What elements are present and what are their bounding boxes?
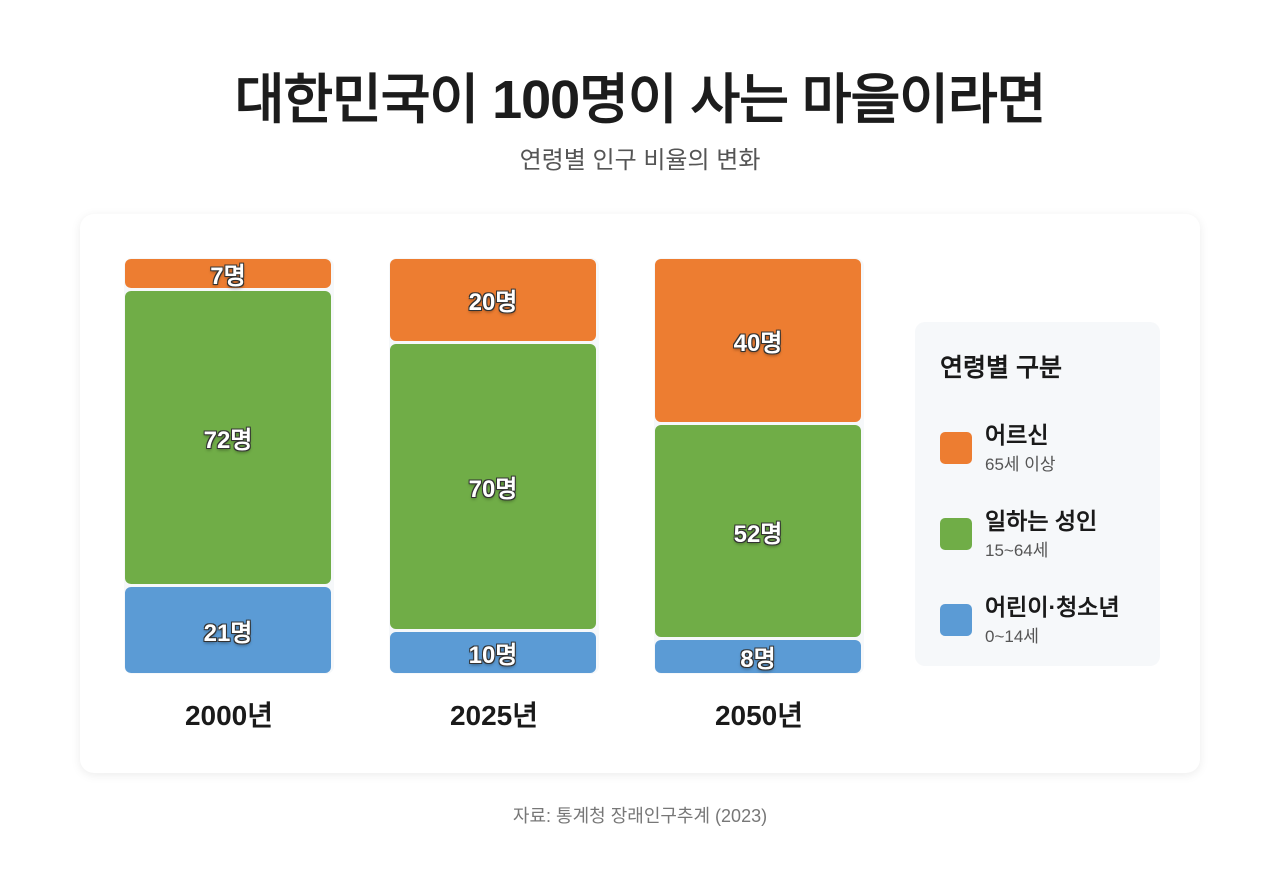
page-title: 대한민국이 100명이 사는 마을이라면 [234,70,1047,130]
bar-segment-working-2: 52명 [655,425,861,638]
x-tick-label-1: 2025년 [449,700,539,731]
bar-segment-working-0: 72명 [125,290,331,585]
bar-segment-youth-2: 8명 [655,640,861,673]
legend-range-working: 15~64세 [985,541,1049,560]
legend-item-elderly: 어르신 65세 이상 [940,422,1155,478]
data-label-elderly-0: 7명 [210,262,246,290]
data-label-working-1: 70명 [468,475,518,503]
source-note: 자료: 통계청 장래인구추계 (2023) [512,806,768,826]
data-label-youth-1: 10명 [468,642,518,670]
bar-segment-youth-0: 21명 [125,587,331,673]
stacked-column-2: 40명 52명 8명 [654,258,864,674]
legend-label-elderly: 어르신 [985,422,1049,448]
chart-card: 7명 72명 21명 2000년 20명 70명 10명 2025년 40명 52명 8명 2050년… [80,214,1200,773]
bar-segment-elderly-2: 40명 [655,259,861,423]
data-label-elderly-1: 20명 [468,289,518,317]
page-subtitle: 연령별 인구 비율의 변화 [519,147,761,174]
legend: 연령별 구분 어르신 65세 이상 일하는 성인 15~64세 어린이·청소년 … [915,322,1160,666]
legend-range-elderly: 65세 이상 [985,455,1056,474]
data-label-elderly-2: 40명 [733,330,783,358]
x-tick-label-2: 2050년 [714,700,804,731]
data-label-youth-2: 8명 [740,646,776,674]
stacked-column-0: 7명 72명 21명 [124,258,334,674]
data-label-working-2: 52명 [733,520,783,548]
legend-label-working: 일하는 성인 [985,508,1098,534]
legend-swatch-working [940,518,972,550]
legend-item-youth: 어린이·청소년 0~14세 [940,594,1155,650]
legend-label-youth: 어린이·청소년 [985,594,1120,620]
legend-swatch-youth [940,604,972,636]
stacked-column-1: 20명 70명 10명 [389,258,599,674]
bar-segment-elderly-0: 7명 [125,259,331,290]
x-tick-label-0: 2000년 [184,700,274,731]
bar-segment-working-1: 70명 [390,343,596,630]
legend-item-working: 일하는 성인 15~64세 [940,508,1155,564]
bar-segment-youth-1: 10명 [390,632,596,673]
legend-swatch-elderly [940,432,972,464]
legend-title: 연령별 구분 [940,354,1062,382]
data-label-youth-0: 21명 [203,619,253,647]
bar-segment-elderly-1: 20명 [390,259,596,341]
data-label-working-0: 72명 [203,426,253,454]
legend-range-youth: 0~14세 [985,627,1039,646]
